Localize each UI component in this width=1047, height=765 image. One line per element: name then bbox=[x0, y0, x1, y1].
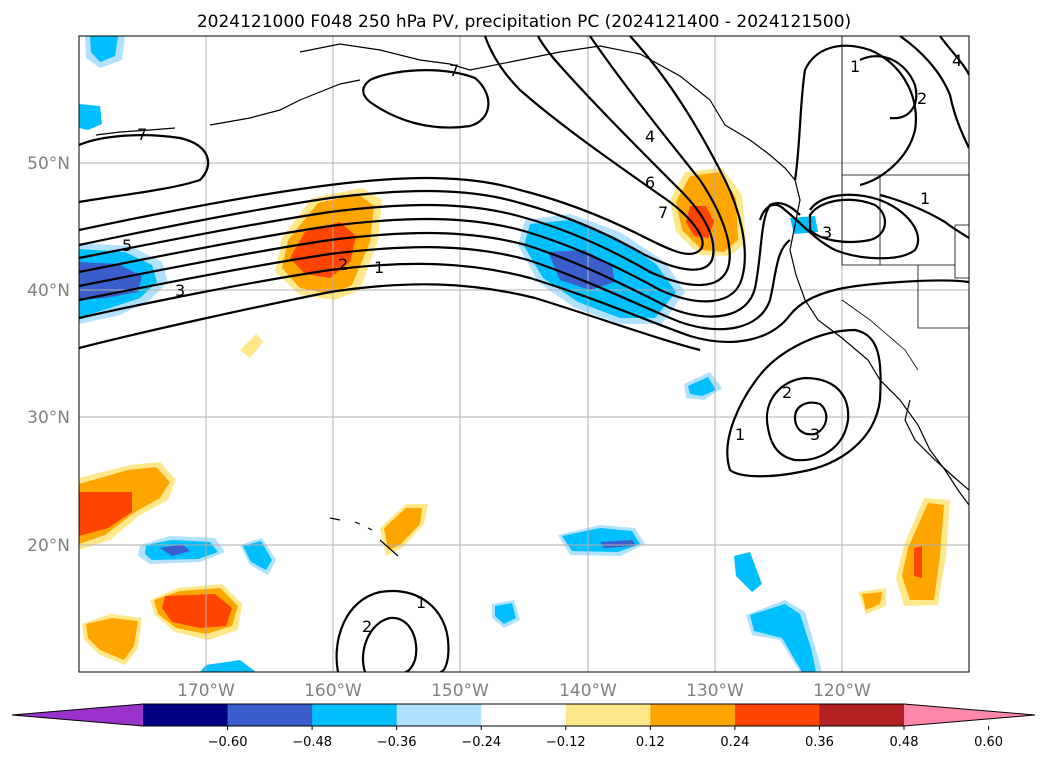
graticule bbox=[79, 36, 969, 672]
contour-label: 7 bbox=[137, 125, 147, 144]
colorbar-bin bbox=[481, 704, 567, 726]
colorbar-bin bbox=[396, 704, 482, 726]
colorbar-tick-label: −0.60 bbox=[208, 735, 248, 750]
contour-label: 1 bbox=[850, 57, 860, 76]
precip-positive-area bbox=[86, 618, 138, 660]
lon-label: 170°W bbox=[177, 681, 235, 701]
contour-label: 1 bbox=[374, 258, 384, 277]
colorbar-bin bbox=[565, 704, 651, 726]
map-title: 2024121000 F048 250 hPa PV, precipitatio… bbox=[197, 12, 851, 32]
lat-label: 30°N bbox=[27, 408, 70, 428]
precip-negative-area bbox=[90, 36, 118, 62]
contour-label: 7 bbox=[658, 203, 668, 222]
precip-positive-core bbox=[79, 492, 132, 536]
precip-positive-area bbox=[862, 592, 882, 610]
lon-label: 120°W bbox=[813, 681, 871, 701]
colorbar-tick-label: 0.12 bbox=[636, 735, 665, 750]
colorbar-extend-low bbox=[12, 704, 143, 726]
lon-label: 150°W bbox=[431, 681, 489, 701]
map-frame bbox=[78, 35, 970, 673]
precip-positive-core bbox=[290, 222, 356, 278]
colorbar-bin bbox=[734, 704, 820, 726]
contour-label: 6 bbox=[645, 173, 655, 192]
lon-label: 130°W bbox=[686, 681, 744, 701]
precip-negative-core bbox=[160, 544, 190, 556]
precip-positive-area bbox=[384, 508, 422, 550]
contour-label: 2 bbox=[362, 617, 372, 636]
colorbar-extend-high bbox=[904, 704, 1035, 726]
colorbar-bin bbox=[650, 704, 736, 726]
contour-label: 7 bbox=[449, 61, 459, 80]
contour-label: 2 bbox=[917, 89, 927, 108]
contour-label: 2 bbox=[338, 255, 348, 274]
contour-labels: 7 7 5 3 2 1 4 6 7 3 1 2 4 1 2 3 1 1 2 bbox=[122, 51, 962, 636]
contour-label: 1 bbox=[416, 593, 426, 612]
colorbar-tick-label: 0.48 bbox=[890, 735, 919, 750]
contour-label: 4 bbox=[645, 127, 655, 146]
contour-label: 1 bbox=[735, 425, 745, 444]
contour-label: 3 bbox=[822, 223, 832, 242]
colorbar-bin bbox=[143, 704, 229, 726]
colorbar-tick-label: 0.60 bbox=[974, 735, 1003, 750]
contour-label: 3 bbox=[810, 425, 820, 444]
lat-label: 50°N bbox=[27, 154, 70, 174]
colorbar-tick-label: −0.36 bbox=[377, 735, 417, 750]
precip-negative-area bbox=[734, 552, 762, 592]
precip-negative-core bbox=[600, 540, 636, 548]
colorbar-tick-label: 0.36 bbox=[805, 735, 834, 750]
precip-positive-core bbox=[686, 206, 714, 238]
map-area: 7 7 5 3 2 1 4 6 7 3 1 2 4 1 2 3 1 1 2 bbox=[79, 36, 969, 672]
contour-label: 5 bbox=[122, 236, 132, 255]
lon-label: 160°W bbox=[304, 681, 362, 701]
precip-positive-area bbox=[240, 334, 263, 358]
precip-negative-area bbox=[200, 660, 256, 672]
lat-label: 20°N bbox=[27, 536, 70, 556]
colorbar-bin bbox=[312, 704, 398, 726]
colorbar-bin bbox=[227, 704, 313, 726]
contour-label: 4 bbox=[952, 51, 962, 70]
contour-label: 1 bbox=[920, 189, 930, 208]
colorbar: −0.60 −0.48 −0.36 −0.24 −0.12 0.12 0.24 0.36 0.4… bbox=[11, 703, 1036, 750]
colorbar-tick-label: 0.24 bbox=[720, 735, 749, 750]
colorbar-tick-label: −0.12 bbox=[546, 735, 586, 750]
precip-negative-area bbox=[688, 377, 716, 396]
colorbar-tick-label: −0.24 bbox=[461, 735, 501, 750]
precip-negative-area bbox=[79, 104, 102, 130]
precip-positive-core bbox=[914, 546, 922, 578]
lat-label: 40°N bbox=[27, 281, 70, 301]
contour-label: 3 bbox=[175, 281, 185, 300]
colorbar-tick-label: −0.48 bbox=[292, 735, 332, 750]
precip-positive-core bbox=[162, 594, 232, 628]
coastlines bbox=[95, 36, 969, 557]
precip-negative-area bbox=[750, 604, 816, 672]
pv-contours bbox=[79, 36, 969, 672]
precip-positive-area bbox=[902, 503, 944, 600]
lon-label: 140°W bbox=[559, 681, 617, 701]
precip-negative-area bbox=[495, 603, 516, 624]
precip-negative-area bbox=[243, 541, 272, 570]
contour-label: 2 bbox=[782, 383, 792, 402]
colorbar-bin bbox=[819, 704, 905, 726]
precipitation-shading bbox=[79, 36, 950, 672]
